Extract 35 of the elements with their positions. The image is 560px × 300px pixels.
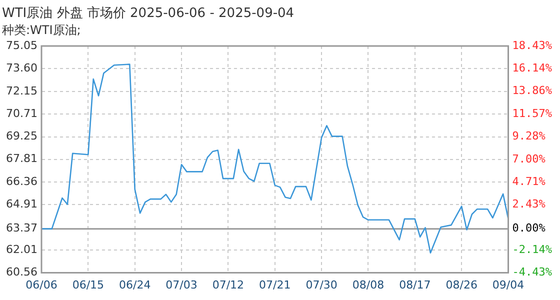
y2-tick-label: -2.14% bbox=[512, 242, 552, 256]
x-tick-label: 08/26 bbox=[446, 278, 478, 292]
x-tick-label: 07/03 bbox=[166, 278, 198, 292]
y-tick-label: 63.37 bbox=[6, 222, 38, 235]
y2-tick-label: 2.43% bbox=[512, 198, 546, 211]
y2-tick-label: 7.00% bbox=[512, 152, 546, 166]
y2-tick-label: 16.14% bbox=[512, 62, 552, 75]
y2-tick-label: 13.86% bbox=[512, 84, 552, 98]
x-tick-label: 09/04 bbox=[492, 278, 524, 292]
y2-tick-label: 9.28% bbox=[512, 130, 546, 143]
x-tick-label: 06/06 bbox=[26, 278, 58, 292]
y-tick-label: 64.91 bbox=[6, 198, 38, 211]
chart-title: WTI原油 外盘 市场价 2025-06-06 - 2025-09-04 bbox=[2, 6, 294, 22]
y2-tick-label: 18.43% bbox=[512, 38, 552, 52]
y-tick-label: 62.01 bbox=[6, 242, 38, 256]
y2-tick-label: 11.57% bbox=[512, 106, 552, 120]
x-tick-label: 07/30 bbox=[306, 278, 338, 292]
y2-tick-label: 0.00% bbox=[512, 222, 546, 235]
x-tick-label: 07/21 bbox=[259, 278, 291, 292]
y-tick-label: 72.15 bbox=[6, 84, 38, 98]
chart-subtitle: 种类:WTI原油; bbox=[2, 22, 81, 37]
y-tick-label: 75.05 bbox=[6, 38, 38, 52]
x-tick-label: 07/12 bbox=[212, 278, 244, 292]
x-tick-label: 08/17 bbox=[399, 278, 431, 292]
y-tick-label: 70.71 bbox=[6, 106, 38, 120]
y2-tick-label: -4.43% bbox=[512, 266, 552, 279]
y2-tick-label: 4.71% bbox=[512, 174, 546, 188]
x-tick-label: 06/15 bbox=[72, 278, 104, 292]
y-tick-label: 67.81 bbox=[6, 152, 38, 166]
x-tick-label: 06/24 bbox=[118, 278, 151, 292]
y-tick-label: 66.36 bbox=[6, 174, 38, 188]
y-tick-label: 60.56 bbox=[6, 266, 38, 279]
y-tick-label: 73.60 bbox=[6, 62, 38, 75]
y-tick-label: 69.25 bbox=[6, 130, 38, 143]
x-tick-label: 08/08 bbox=[352, 278, 384, 292]
